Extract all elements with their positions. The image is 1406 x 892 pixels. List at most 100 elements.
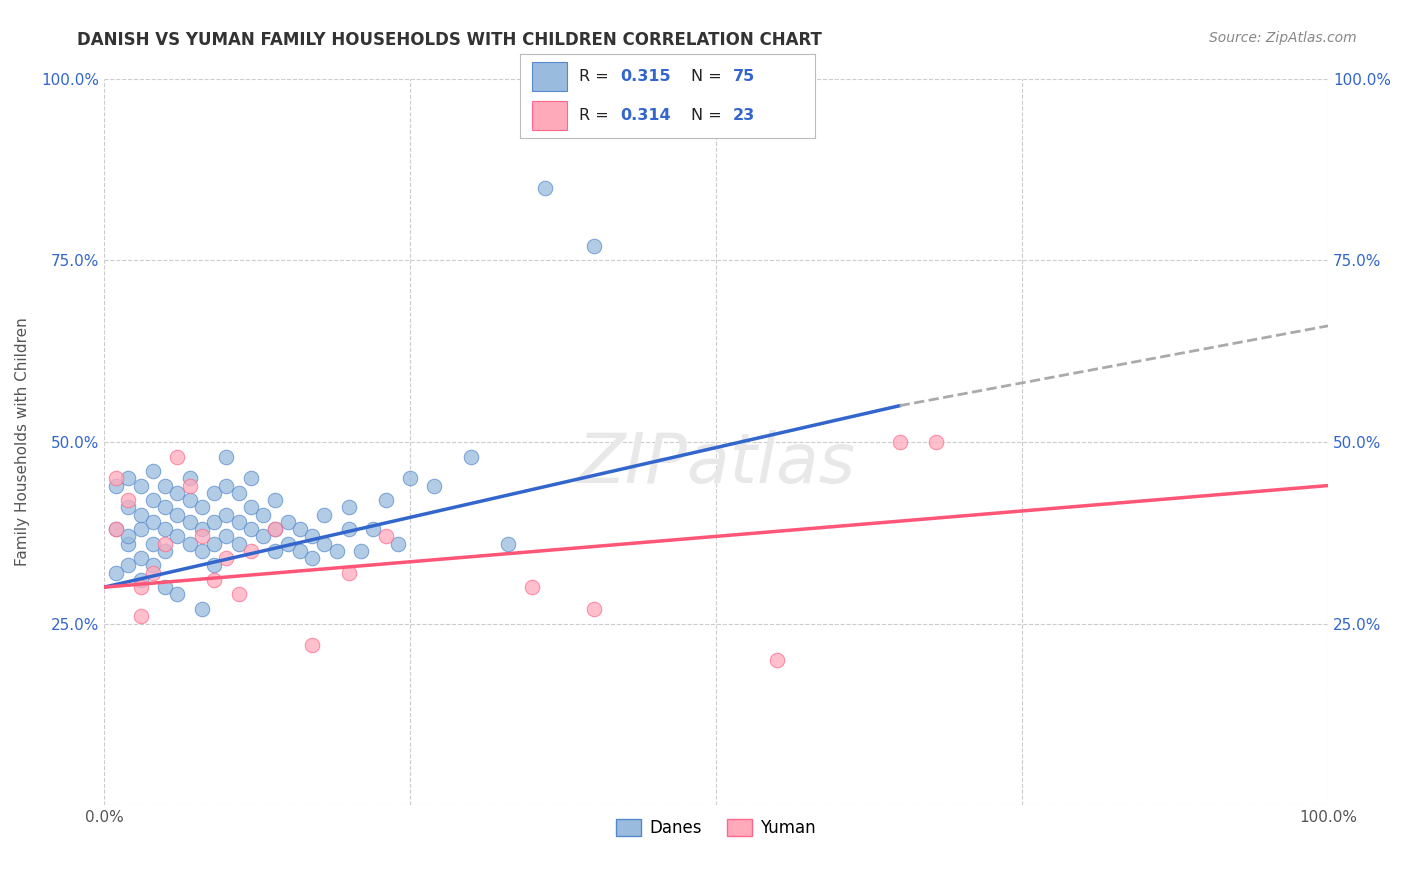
Point [925, 435, 948, 450]
Point [288, 522, 311, 536]
Point [179, 478, 201, 492]
Text: 75: 75 [733, 69, 755, 84]
Point [142, 536, 165, 550]
Point [105, 471, 128, 485]
Point [889, 435, 911, 450]
Point [153, 500, 176, 515]
Point [202, 558, 225, 573]
Point [460, 450, 482, 464]
Point [179, 515, 201, 529]
Point [179, 471, 201, 485]
Point [215, 529, 238, 543]
Legend: Danes, Yuman: Danes, Yuman [609, 813, 823, 844]
Point [228, 515, 250, 529]
Text: 0.315: 0.315 [620, 69, 671, 84]
Point [582, 602, 605, 616]
Point [582, 239, 605, 253]
Point [142, 515, 165, 529]
Point [129, 522, 152, 536]
Point [288, 544, 311, 558]
Point [142, 566, 165, 580]
Point [191, 529, 214, 543]
Point [228, 536, 250, 550]
Point [374, 529, 396, 543]
Point [522, 580, 544, 594]
Text: R =: R = [579, 69, 614, 84]
Text: 23: 23 [733, 108, 755, 123]
Point [361, 522, 384, 536]
Y-axis label: Family Households with Children: Family Households with Children [15, 318, 30, 566]
Text: Source: ZipAtlas.com: Source: ZipAtlas.com [1209, 31, 1357, 45]
Point [301, 529, 323, 543]
Point [215, 508, 238, 522]
Point [277, 536, 299, 550]
Point [264, 493, 287, 508]
Point [301, 551, 323, 566]
Point [215, 450, 238, 464]
Point [202, 485, 225, 500]
Point [153, 522, 176, 536]
Point [215, 478, 238, 492]
Text: DANISH VS YUMAN FAMILY HOUSEHOLDS WITH CHILDREN CORRELATION CHART: DANISH VS YUMAN FAMILY HOUSEHOLDS WITH C… [77, 31, 823, 49]
Point [105, 522, 128, 536]
Point [191, 602, 214, 616]
Point [191, 500, 214, 515]
Point [239, 500, 262, 515]
Point [252, 508, 274, 522]
Point [105, 478, 128, 492]
Point [325, 544, 347, 558]
Bar [531, 62, 568, 91]
Text: N =: N = [692, 69, 727, 84]
Point [337, 500, 360, 515]
Point [117, 471, 139, 485]
Point [129, 573, 152, 587]
Point [239, 544, 262, 558]
Point [191, 544, 214, 558]
Point [301, 638, 323, 652]
Point [314, 508, 336, 522]
Point [239, 522, 262, 536]
Point [228, 485, 250, 500]
Point [228, 587, 250, 601]
Point [117, 500, 139, 515]
Point [423, 478, 446, 492]
Text: R =: R = [579, 108, 614, 123]
Point [533, 181, 555, 195]
Point [314, 536, 336, 550]
Point [153, 478, 176, 492]
Point [142, 493, 165, 508]
Point [350, 544, 373, 558]
Text: N =: N = [692, 108, 727, 123]
Text: ZIPatlas: ZIPatlas [576, 430, 855, 497]
Point [766, 653, 789, 667]
Point [215, 551, 238, 566]
Point [129, 478, 152, 492]
Point [387, 536, 409, 550]
Point [252, 529, 274, 543]
Point [264, 522, 287, 536]
Point [166, 508, 188, 522]
Point [202, 515, 225, 529]
Point [337, 566, 360, 580]
Point [117, 536, 139, 550]
Point [105, 522, 128, 536]
Point [166, 450, 188, 464]
Bar [531, 101, 568, 130]
Point [117, 558, 139, 573]
Point [129, 508, 152, 522]
Point [179, 536, 201, 550]
Point [277, 515, 299, 529]
Point [166, 485, 188, 500]
Point [191, 522, 214, 536]
Point [264, 544, 287, 558]
Point [142, 464, 165, 478]
Point [153, 580, 176, 594]
Point [179, 493, 201, 508]
Point [496, 536, 519, 550]
Point [153, 544, 176, 558]
Point [166, 529, 188, 543]
Point [117, 529, 139, 543]
Text: 0.314: 0.314 [620, 108, 671, 123]
Point [399, 471, 422, 485]
Point [374, 493, 396, 508]
